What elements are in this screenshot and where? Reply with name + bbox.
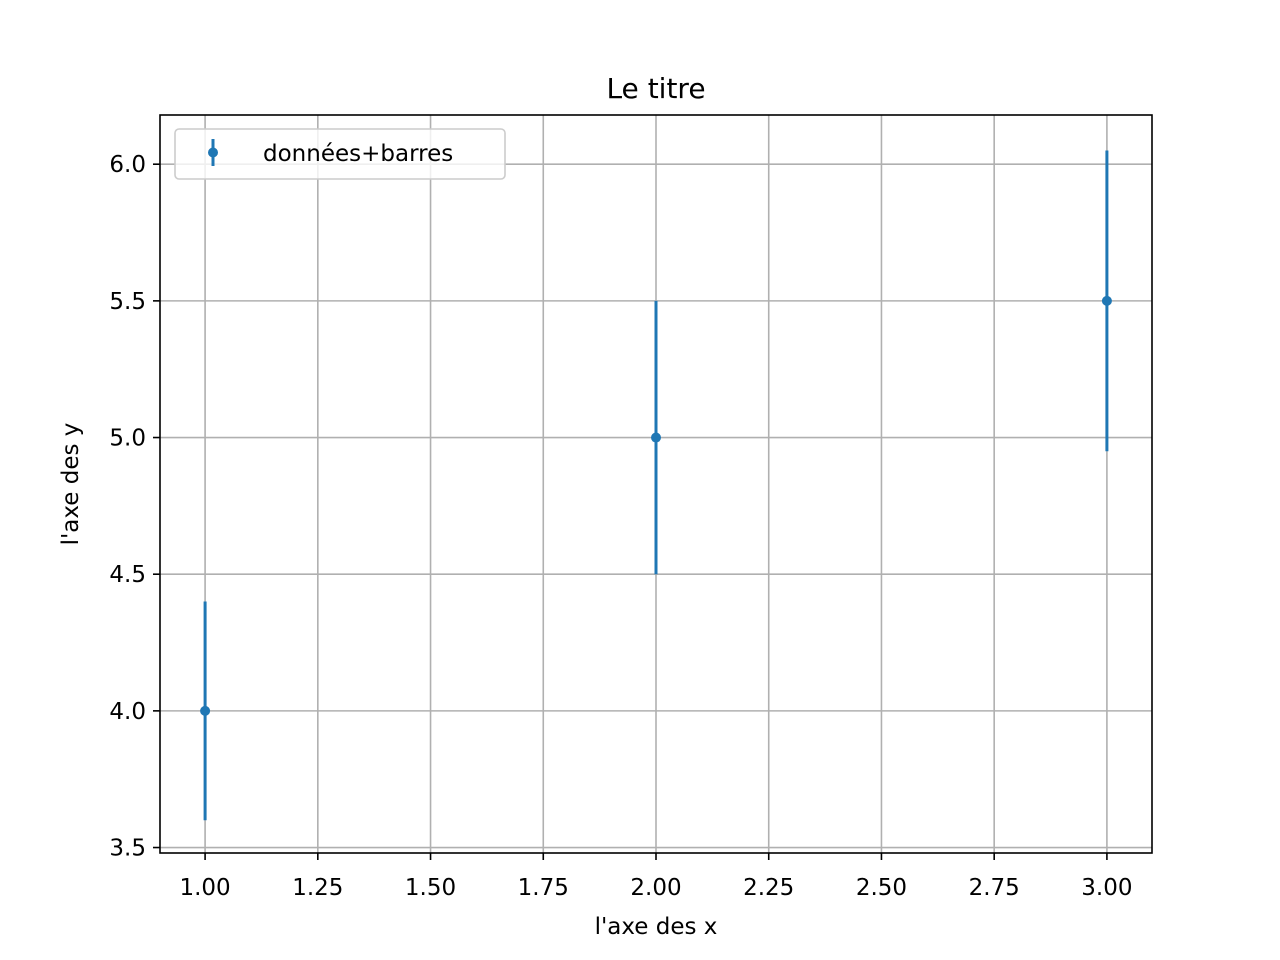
y-tick-label: 5.5 — [109, 289, 146, 315]
legend-box — [174, 128, 506, 180]
y-tick-label: 3.5 — [109, 836, 146, 862]
data-point — [651, 432, 661, 443]
x-axis-title: l'axe des x — [595, 914, 718, 940]
x-tick-label: 1.00 — [179, 875, 230, 901]
y-tick-label: 5.0 — [109, 426, 146, 452]
x-tick-label: 1.75 — [518, 875, 569, 901]
x-tick-label: 2.00 — [630, 875, 681, 901]
legend-label: données+barres — [263, 141, 453, 167]
axis-ticks: 1.00 1.25 1.50 1.75 2.00 2.25 2.50 2.75 3.00 3.5 4… — [109, 152, 1132, 901]
y-tick-label: 6.0 — [109, 152, 146, 178]
x-tick-label: 1.25 — [292, 875, 343, 901]
x-tick-label: 2.25 — [743, 875, 794, 901]
data-series — [200, 150, 1112, 821]
x-tick-label: 3.00 — [1081, 875, 1132, 901]
data-point — [200, 705, 211, 716]
y-axis-title: l'axe des y — [58, 423, 84, 546]
plot-area-frame — [159, 114, 1153, 854]
y-tick-label: 4.0 — [109, 699, 146, 725]
x-tick-label: 1.50 — [405, 875, 456, 901]
chart-title: Le titre — [606, 72, 705, 105]
x-tick-label: 2.75 — [969, 875, 1020, 901]
legend-marker-icon — [208, 147, 218, 158]
legend: données+barres — [174, 128, 506, 180]
data-point — [1101, 295, 1112, 306]
x-tick-label: 2.50 — [856, 875, 907, 901]
y-tick-label: 4.5 — [109, 562, 146, 588]
